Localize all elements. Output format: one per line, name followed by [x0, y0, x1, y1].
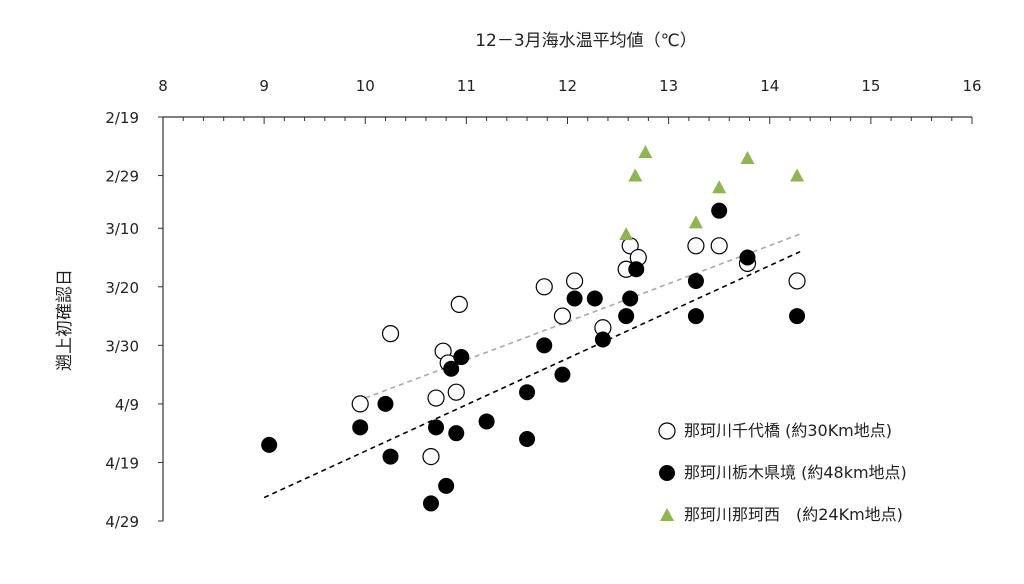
- data-point: [586, 290, 603, 307]
- data-point: [687, 308, 704, 325]
- y-tick-label: 4/9: [115, 396, 139, 414]
- data-point: [536, 337, 553, 354]
- data-point: [382, 448, 399, 465]
- data-point: [422, 447, 440, 466]
- data-point: [594, 331, 611, 348]
- legend: 那珂川千代橋 (約30Km地点) 那珂川栃木県境 (約48km地点) 那珂川那珂西 …: [658, 421, 907, 524]
- data-point: [619, 227, 634, 241]
- x-tick-label: 12: [558, 77, 577, 95]
- data-point: [712, 180, 727, 194]
- legend-marker: [658, 422, 676, 440]
- data-point: [351, 395, 369, 413]
- y-axis-title: 遡上初確認日: [55, 269, 75, 371]
- data-point: [519, 384, 536, 401]
- data-point: [554, 366, 571, 383]
- data-point: [422, 495, 439, 512]
- data-point: [687, 272, 704, 289]
- data-point: [638, 145, 653, 159]
- y-tick-label: 4/19: [105, 454, 139, 472]
- data-point: [710, 237, 728, 255]
- data-point: [519, 431, 536, 448]
- data-point: [711, 202, 728, 219]
- legend-label: 那珂川千代橋 (約30Km地点): [684, 421, 892, 440]
- data-point: [535, 278, 553, 296]
- data-point: [427, 389, 445, 407]
- data-point: [788, 272, 806, 290]
- data-point: [687, 237, 705, 255]
- data-point: [740, 150, 755, 164]
- data-point: [789, 308, 806, 325]
- legend-label: 那珂川栃木県境 (約48km地点): [684, 463, 907, 482]
- data-point: [622, 290, 639, 307]
- data-point: [352, 419, 369, 436]
- data-point: [381, 325, 400, 343]
- y-tick-label: 3/10: [105, 220, 139, 238]
- y-tick-label: 4/29: [105, 513, 139, 531]
- data-point: [565, 272, 584, 290]
- y-tick-label: 3/30: [105, 337, 139, 355]
- data-points: [261, 145, 806, 512]
- x-tick-label: 11: [457, 77, 476, 95]
- trendlines: [263, 233, 801, 499]
- axes: 8 9 10 11 12 13 14 15 16 2/19 2/29 3/10 3/20 3/30 4/9 4…: [105, 77, 981, 531]
- data-point: [453, 349, 470, 366]
- data-point: [618, 308, 635, 325]
- data-point: [739, 249, 756, 266]
- trendline: [263, 250, 801, 499]
- data-point: [688, 215, 703, 229]
- y-tick-label: 2/19: [105, 109, 139, 127]
- data-point: [478, 413, 495, 430]
- x-tick-label: 9: [259, 77, 269, 95]
- x-axis-title: 12－3月海水温平均値（℃）: [475, 31, 697, 51]
- x-tick-label: 15: [861, 77, 880, 95]
- data-point: [790, 168, 805, 182]
- data-point: [261, 436, 278, 453]
- x-tick-label: 10: [356, 77, 375, 95]
- data-point: [628, 168, 643, 182]
- data-point: [447, 383, 465, 401]
- trendline: [364, 233, 801, 399]
- data-point: [628, 261, 645, 278]
- data-point: [448, 425, 465, 442]
- x-tick-label: 13: [659, 77, 678, 95]
- data-point: [443, 360, 460, 377]
- legend-marker: [660, 508, 674, 521]
- data-point: [450, 295, 468, 313]
- legend-label: 那珂川那珂西 (約24Km地点): [684, 505, 903, 524]
- x-tick-label: 16: [962, 77, 981, 95]
- x-tick-label: 8: [158, 77, 168, 95]
- y-tick-label: 3/20: [105, 279, 139, 297]
- data-point: [438, 477, 455, 494]
- data-point: [377, 395, 394, 412]
- legend-marker: [659, 465, 675, 481]
- data-point: [428, 419, 445, 436]
- x-tick-label: 14: [760, 77, 779, 95]
- y-tick-label: 2/29: [105, 168, 139, 186]
- data-point: [566, 290, 583, 307]
- data-point: [553, 307, 572, 325]
